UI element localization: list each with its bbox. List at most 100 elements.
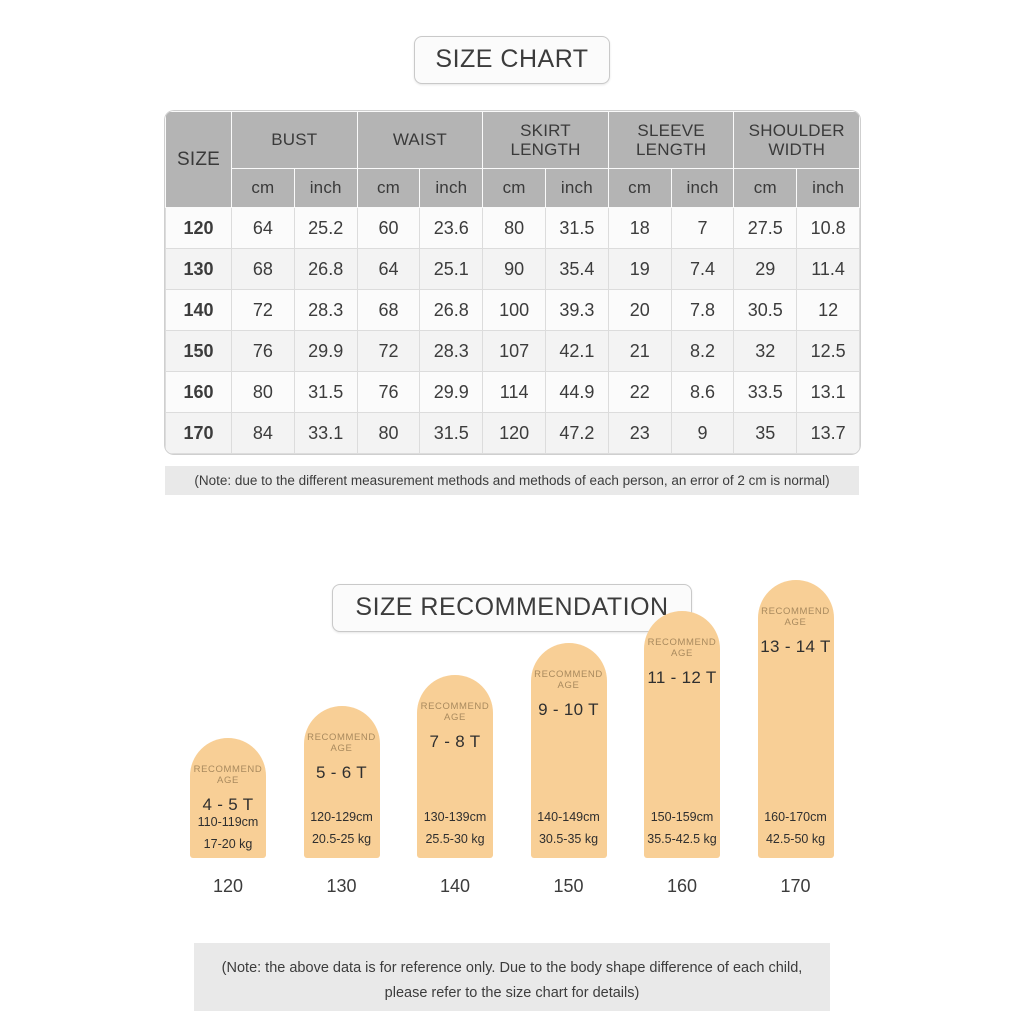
arch-height-value: 110-119cm: [197, 815, 259, 829]
cell-value: 32: [733, 330, 798, 372]
note-reference: (Note: the above data is for reference o…: [194, 943, 830, 1011]
recommend-age-label: RECOMMEND AGE: [194, 764, 263, 786]
cell-size: 170: [165, 412, 232, 454]
header-sleeve-length-line1: SLEEVE: [637, 120, 705, 140]
cell-value: 18: [607, 207, 672, 249]
arch-height-value: 130-139cm: [423, 810, 487, 824]
recommend-age-label: RECOMMEND AGE: [648, 637, 717, 659]
cell-value: 80: [482, 207, 547, 249]
recommend-age-line2: AGE: [217, 775, 239, 786]
cell-value: 31.5: [545, 207, 609, 249]
arch-weight-value: 25.5-30 kg: [425, 832, 485, 846]
cell-value: 39.3: [545, 289, 609, 331]
recommend-age-line1: RECOMMEND: [420, 701, 490, 712]
cell-value: 11.4: [796, 248, 861, 290]
arch-size-label-140: 140: [439, 876, 471, 896]
cell-value: 29: [733, 248, 798, 290]
recommend-age-line1: RECOMMEND: [761, 606, 830, 617]
arch-age-value: 4 - 5 T: [202, 795, 254, 814]
size-chart-table: SIZE BUST WAIST SKIRT LENGTH SLEEVE LENG…: [165, 111, 861, 454]
recommend-age-line2: AGE: [784, 617, 807, 628]
cell-value: 22: [607, 371, 672, 413]
cell-value: 68: [231, 248, 295, 290]
size-chart-title-wrap: SIZE CHART: [0, 36, 1024, 84]
table-row: 160 80 31.5 76 29.9 114 44.9 22 8.6 33.5 13.1: [165, 371, 861, 413]
arch-height-value: 150-159cm: [650, 810, 714, 824]
unit-bust-inch: inch: [293, 168, 358, 208]
cell-value: 35: [733, 412, 798, 454]
note-measurement: (Note: due to the different measurement …: [165, 466, 859, 495]
header-skirt-length: SKIRT LENGTH: [482, 111, 609, 169]
cell-value: 25.2: [293, 207, 358, 249]
arch-size-label-120: 120: [212, 876, 244, 896]
unit-waist-inch: inch: [419, 168, 484, 208]
cell-value: 44.9: [545, 371, 609, 413]
size-arch-160[interactable]: RECOMMEND AGE 11 - 12 T 150-159cm 35.5-42.5 …: [644, 611, 720, 858]
arch-weight-value: 35.5-42.5 kg: [647, 832, 717, 846]
cell-value: 25.1: [419, 248, 484, 290]
unit-shoulder-inch: inch: [796, 168, 861, 208]
cell-value: 76: [231, 330, 295, 372]
cell-value: 27.5: [733, 207, 798, 249]
cell-value: 28.3: [293, 289, 358, 331]
cell-value: 60: [356, 207, 421, 249]
cell-value: 33.5: [733, 371, 798, 413]
table-row: 130 68 26.8 64 25.1 90 35.4 19 7.4 29 11.4: [165, 248, 861, 290]
cell-value: 26.8: [419, 289, 484, 331]
cell-value: 13.1: [796, 371, 861, 413]
unit-sleeve-inch: inch: [670, 168, 735, 208]
cell-value: 35.4: [545, 248, 609, 290]
recommend-age-line2: AGE: [671, 648, 693, 659]
arch-age-value: 11 - 12 T: [647, 668, 717, 687]
cell-value: 28.3: [419, 330, 484, 372]
cell-value: 29.9: [419, 371, 484, 413]
cell-size: 160: [165, 371, 232, 413]
header-bust: BUST: [231, 111, 358, 169]
recommend-age-line2: AGE: [444, 712, 466, 723]
cell-value: 72: [231, 289, 295, 331]
size-recommendation-title: SIZE RECOMMENDATION: [332, 584, 692, 632]
unit-sleeve-cm: cm: [607, 168, 672, 208]
unit-skirt-inch: inch: [545, 168, 609, 208]
size-arch-170[interactable]: RECOMMEND AGE 13 - 14 T 160-170cm 42.5-50 kg: [757, 580, 834, 858]
size-arch-150[interactable]: RECOMMEND AGE 9 - 10 T 140-149cm 30.5-35 kg: [530, 643, 607, 858]
size-chart-title: SIZE CHART: [414, 36, 610, 84]
recommend-age-line1: RECOMMEND: [534, 669, 603, 680]
size-arch-120[interactable]: RECOMMEND AGE 4 - 5 T 110-119cm 17-20 kg: [190, 738, 266, 858]
cell-value: 30.5: [733, 289, 798, 331]
header-skirt-length-line1: SKIRT: [520, 120, 571, 140]
cell-value: 21: [607, 330, 672, 372]
recommend-age-label: RECOMMEND AGE: [761, 606, 830, 628]
table-row: 140 72 28.3 68 26.8 100 39.3 20 7.8 30.5 12: [165, 289, 861, 331]
arch-height-value: 160-170cm: [764, 810, 827, 824]
cell-value: 13.7: [796, 412, 861, 454]
arch-height-value: 120-129cm: [310, 810, 373, 824]
cell-value: 80: [231, 371, 295, 413]
cell-value: 7.4: [670, 248, 735, 290]
cell-value: 120: [482, 412, 547, 454]
size-arch-140[interactable]: RECOMMEND AGE 7 - 8 T 130-139cm 25.5-30 kg: [417, 675, 493, 858]
cell-value: 76: [356, 371, 421, 413]
header-shoulder-width: SHOULDER WIDTH: [733, 111, 861, 169]
header-shoulder-width-line2: WIDTH: [768, 140, 826, 159]
table-row: 170 84 33.1 80 31.5 120 47.2 23 9 35 13.7: [165, 412, 861, 454]
arch-age-value: 9 - 10 T: [538, 700, 599, 719]
arch-size-label-150: 150: [553, 876, 584, 896]
cell-value: 68: [356, 289, 421, 331]
arch-age-value: 5 - 6 T: [316, 763, 367, 782]
cell-value: 31.5: [293, 371, 358, 413]
cell-value: 19: [607, 248, 672, 290]
size-arch-130[interactable]: RECOMMEND AGE 5 - 6 T 120-129cm 20.5-25 kg: [303, 706, 380, 858]
cell-value: 64: [231, 207, 295, 249]
arch-age-value: 13 - 14 T: [760, 637, 831, 656]
cell-value: 90: [482, 248, 547, 290]
cell-value: 114: [482, 371, 547, 413]
recommend-age-line1: RECOMMEND: [647, 637, 717, 648]
arch-size-label-130: 130: [326, 876, 357, 896]
cell-value: 12.5: [796, 330, 861, 372]
table-header-group-row: SIZE BUST WAIST SKIRT LENGTH SLEEVE LENG…: [165, 111, 861, 208]
size-chart-table-wrap: SIZE BUST WAIST SKIRT LENGTH SLEEVE LENG…: [165, 111, 861, 454]
cell-value: 29.9: [293, 330, 358, 372]
cell-value: 7: [670, 207, 735, 249]
